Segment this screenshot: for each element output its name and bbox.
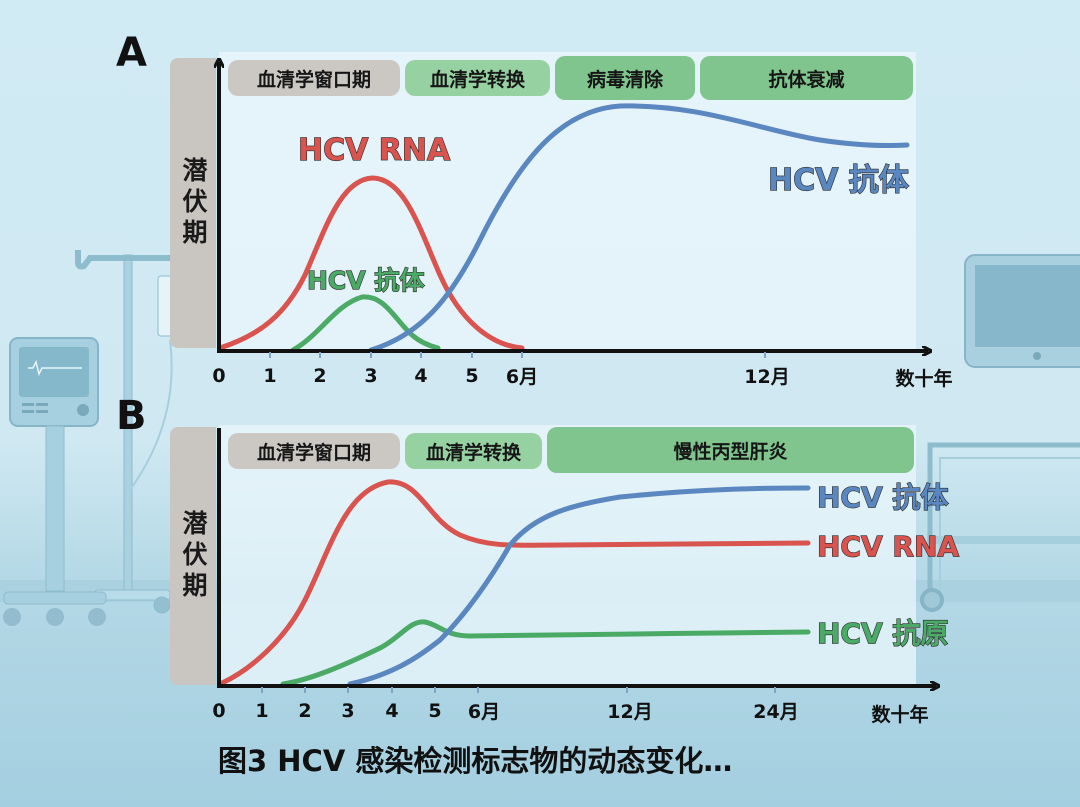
b-tick-2: 2 [298, 700, 312, 722]
hospital-bed-icon [920, 442, 1080, 612]
wall-screen-icon [964, 254, 1080, 368]
a-tick-4: 4 [414, 365, 428, 387]
iv-pole-icon [75, 250, 175, 614]
phase-chronic-hepatitis-c: 慢性丙型肝炎 [547, 427, 914, 473]
a-tick-1: 1 [263, 365, 277, 387]
vitals-monitor-icon [3, 337, 107, 626]
panel-a-latent-period: 潜伏期 [170, 58, 216, 348]
panel-b-letter: B [116, 393, 147, 439]
phase-seroconversion: 血清学转换 [405, 433, 542, 469]
b-tick-1: 1 [255, 700, 269, 722]
panel-a-letter: A [116, 30, 147, 76]
a-tick-3: 3 [364, 365, 378, 387]
b-tick-24m: 24月 [753, 701, 799, 723]
b-tick-12m: 12月 [607, 701, 653, 723]
b-tick-5: 5 [428, 700, 442, 722]
b-tick-0: 0 [212, 700, 226, 722]
latent-label: 潜伏期 [179, 509, 208, 603]
phase-serological-window: 血清学窗口期 [228, 60, 400, 96]
label-a-hcv-antibody: HCV 抗体 [767, 162, 909, 198]
label-b-hcv-antibody: HCV 抗体 [816, 480, 949, 514]
a-tick-5: 5 [465, 365, 479, 387]
figure-caption: 图3 HCV 感染检测标志物的动态变化… [218, 744, 733, 778]
label-b-hcv-antigen: HCV 抗原 [816, 616, 949, 650]
phase-antibody-decline: 抗体衰减 [700, 56, 913, 100]
latent-label: 潜伏期 [179, 156, 208, 250]
b-tick-3: 3 [341, 700, 355, 722]
label-a-hcv-antibody-early: HCV 抗体 [306, 265, 425, 295]
phase-serological-window: 血清学窗口期 [228, 433, 400, 469]
phase-seroconversion: 血清学转换 [405, 60, 550, 96]
a-tick-2: 2 [313, 365, 327, 387]
phase-viral-clearance: 病毒清除 [555, 56, 695, 100]
a-tick-decades: 数十年 [895, 368, 953, 390]
panel-b-latent-period: 潜伏期 [170, 427, 216, 685]
b-tick-4: 4 [385, 700, 399, 722]
b-tick-decades: 数十年 [871, 704, 929, 726]
a-tick-12m: 12月 [744, 366, 790, 388]
label-a-hcv-rna: HCV RNA [297, 132, 451, 168]
a-tick-6m: 6月 [505, 366, 539, 388]
a-tick-0: 0 [212, 365, 226, 387]
b-tick-6m: 6月 [467, 701, 501, 723]
label-b-hcv-rna: HCV RNA [816, 529, 960, 563]
